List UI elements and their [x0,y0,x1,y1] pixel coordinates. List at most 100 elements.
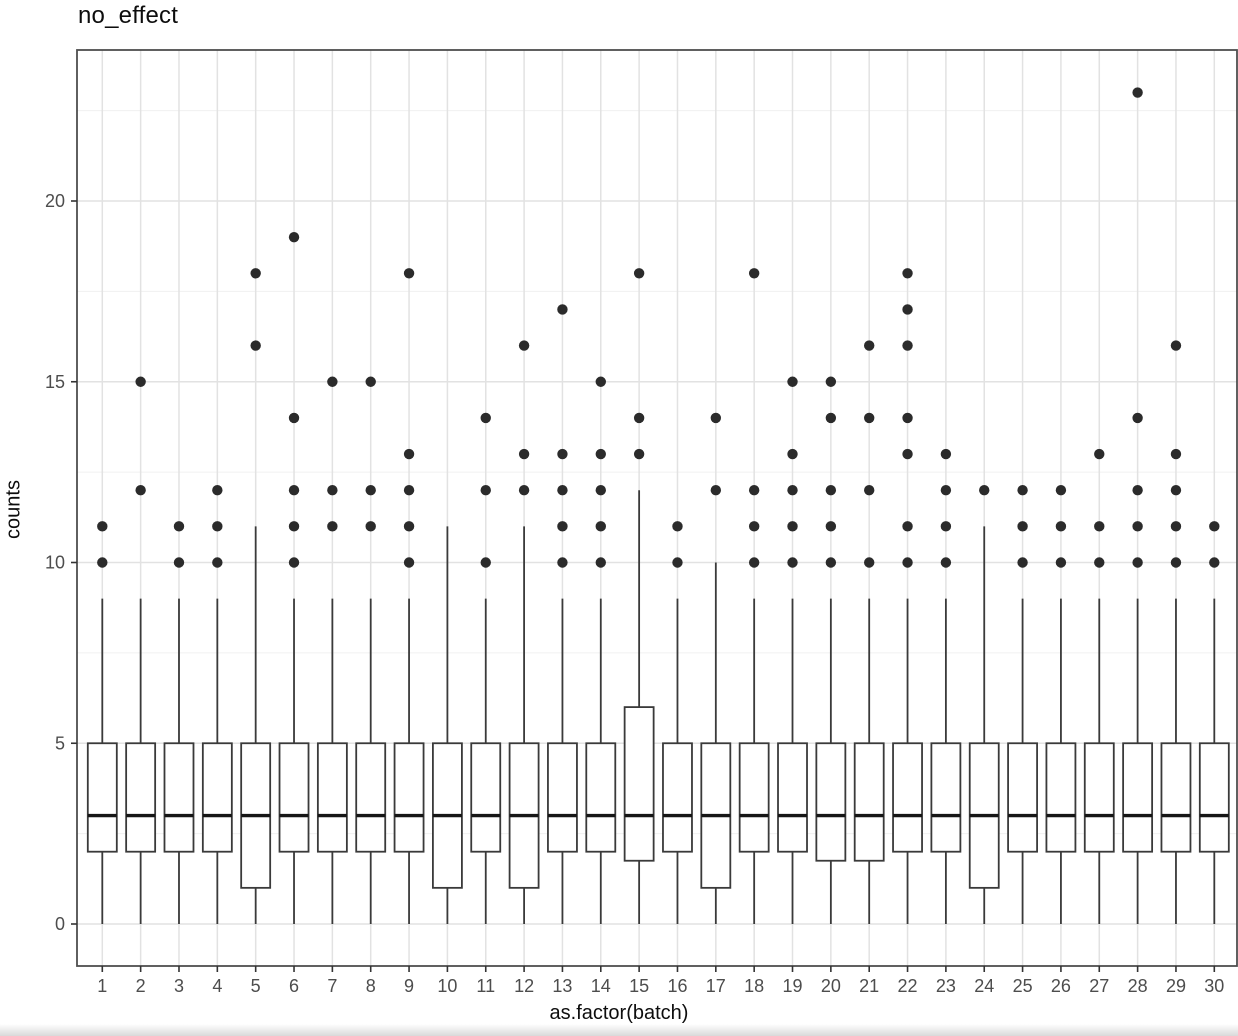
outlier-point-batch-26 [1055,485,1067,496]
outlier-point-batch-3 [173,557,185,568]
outlier-point-batch-4 [212,485,223,496]
outlier-point-batch-11 [480,557,491,568]
outlier-point-batch-8 [365,376,376,387]
outlier-point-batch-12 [518,340,530,351]
outlier-point-batch-30 [1209,557,1220,568]
plot-title: no_effect [78,2,179,29]
outlier-point-batch-22 [902,268,913,279]
x-tick-label: 10 [437,976,457,996]
x-tick-label: 5 [251,976,261,996]
y-tick-label: 20 [45,191,65,211]
x-tick-label: 26 [1051,976,1071,996]
outlier-point-batch-13 [557,557,568,568]
x-tick-label: 11 [476,976,495,996]
box-batch-29 [1160,742,1192,853]
x-tick-label: 27 [1089,976,1109,996]
box-batch-8 [355,742,387,853]
box-batch-6 [278,742,310,853]
outlier-point-batch-22 [902,340,913,351]
outlier-point-batch-19 [787,485,798,496]
box-batch-13 [547,742,578,853]
x-tick-label: 3 [174,976,184,996]
box-batch-14 [585,742,617,853]
outlier-point-batch-16 [672,557,683,568]
outlier-point-batch-25 [1017,485,1028,496]
x-tick-label: 1 [97,976,107,996]
outlier-point-batch-18 [748,521,760,532]
outlier-point-batch-28 [1132,485,1143,496]
outlier-point-batch-29 [1170,448,1182,460]
outlier-point-batch-7 [327,485,338,496]
x-tick-label: 25 [1013,976,1033,996]
outlier-point-batch-29 [1170,340,1182,351]
outlier-point-batch-3 [173,521,185,532]
outlier-point-batch-25 [1017,521,1028,532]
x-tick-label: 6 [289,976,299,996]
x-tick-label: 20 [821,976,841,996]
box-batch-15 [623,706,655,862]
outlier-point-batch-19 [787,557,798,568]
outlier-point-batch-28 [1132,557,1143,568]
outlier-point-batch-5 [250,268,261,279]
outlier-point-batch-15 [633,412,645,424]
outlier-point-batch-9 [403,557,415,568]
outlier-point-batch-13 [557,521,568,532]
x-tick-label: 24 [974,976,994,996]
x-tick-label: 19 [782,976,802,996]
outlier-point-batch-6 [288,485,300,496]
box-batch-18 [738,742,770,853]
x-tick-label: 13 [552,976,572,996]
outlier-point-batch-18 [748,485,760,496]
x-tick-label: 30 [1204,976,1224,996]
outlier-point-batch-29 [1170,521,1182,532]
outlier-point-batch-6 [288,521,300,532]
outlier-point-batch-28 [1132,87,1143,98]
panel-border [76,49,1238,967]
x-tick-label: 22 [898,976,918,996]
outlier-point-batch-6 [288,231,300,243]
outlier-point-batch-22 [902,521,913,532]
outlier-point-batch-17 [710,412,722,424]
outlier-point-batch-14 [595,521,606,532]
outlier-point-batch-18 [748,557,760,568]
outlier-point-batch-13 [557,304,568,315]
x-tick-label: 16 [667,976,687,996]
outlier-point-batch-16 [672,521,683,532]
box-batch-20 [815,742,847,862]
outlier-point-batch-29 [1170,557,1182,568]
x-tick-label: 2 [136,976,146,996]
y-axis-title: counts [2,480,25,539]
outlier-point-batch-14 [595,376,606,387]
outlier-point-batch-18 [748,268,760,279]
x-tick-label: 15 [629,976,649,996]
outlier-point-batch-22 [902,448,913,460]
outlier-point-batch-8 [365,485,376,496]
outlier-point-batch-12 [518,485,530,496]
outlier-point-batch-17 [710,485,722,496]
outlier-point-batch-6 [288,557,300,568]
outlier-point-batch-15 [633,268,645,279]
outlier-point-batch-14 [595,485,606,496]
outlier-point-batch-30 [1209,521,1220,532]
outlier-point-batch-11 [480,412,491,424]
x-tick-label: 17 [706,976,726,996]
outlier-point-batch-23 [940,557,952,568]
outlier-point-batch-26 [1055,557,1067,568]
outlier-point-batch-23 [940,521,952,532]
y-tick-label: 15 [45,372,65,392]
outlier-point-batch-22 [902,557,913,568]
outlier-point-batch-9 [403,485,415,496]
x-tick-label: 21 [859,976,879,996]
outlier-point-batch-19 [787,521,798,532]
outlier-point-batch-2 [135,376,146,387]
box-batch-1 [86,742,118,853]
outlier-point-batch-12 [518,448,530,460]
box-batch-7 [316,742,348,853]
outlier-point-batch-19 [787,376,798,387]
outlier-point-batch-21 [864,557,875,568]
outlier-point-batch-1 [97,557,108,568]
outlier-point-batch-20 [825,376,837,387]
outlier-point-batch-11 [480,485,491,496]
